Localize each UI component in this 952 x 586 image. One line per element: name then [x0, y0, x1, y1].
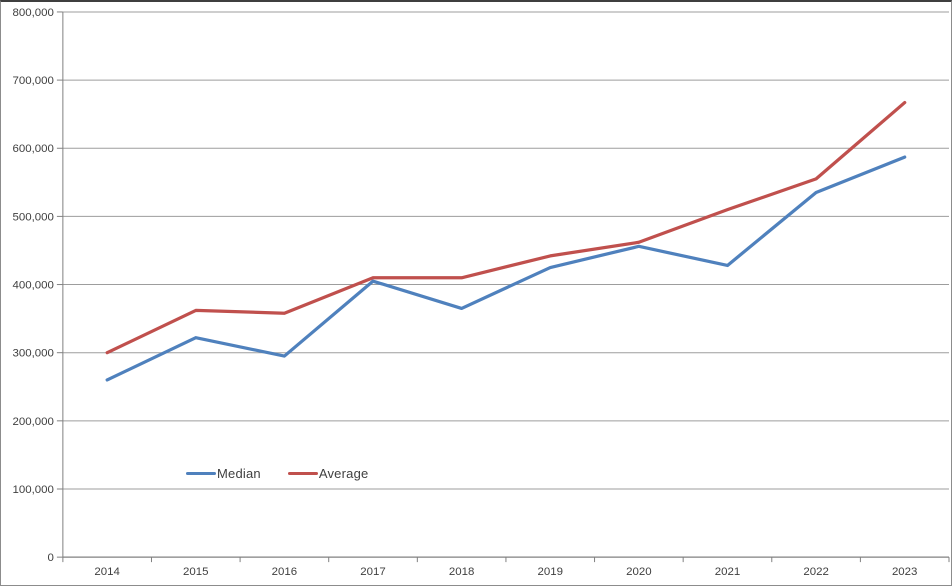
y-axis-label: 300,000 — [12, 348, 53, 360]
y-axis-label: 100,000 — [12, 484, 53, 496]
x-axis-label: 2017 — [360, 566, 385, 578]
legend-item-median: Median — [186, 466, 261, 481]
y-axis-label: 0 — [48, 552, 54, 564]
x-axis-label: 2018 — [449, 566, 474, 578]
x-axis-label: 2019 — [537, 566, 562, 578]
legend-label-median: Median — [217, 466, 261, 481]
y-axis-label: 700,000 — [12, 75, 53, 87]
x-axis-label: 2020 — [626, 566, 651, 578]
x-axis-label: 2015 — [183, 566, 208, 578]
y-axis-label: 800,000 — [12, 7, 53, 19]
y-axis-label: 200,000 — [12, 416, 53, 428]
series-line-average — [105, 100, 907, 355]
chart-legend: Median Average — [186, 466, 368, 481]
median-line-swatch — [186, 471, 216, 476]
legend-label-average: Average — [318, 466, 369, 481]
series-line-median — [105, 155, 907, 382]
x-axis-label: 2023 — [892, 566, 917, 578]
y-axis-label: 400,000 — [12, 280, 53, 292]
x-axis-label: 2022 — [803, 566, 828, 578]
x-axis-label: 2014 — [94, 566, 120, 578]
y-axis-label: 600,000 — [12, 143, 53, 155]
x-axis-label: 2021 — [715, 566, 740, 578]
y-axis-label: 500,000 — [12, 211, 53, 223]
average-line-swatch — [287, 471, 318, 476]
x-axis-label: 2016 — [272, 566, 297, 578]
legend-item-average: Average — [287, 466, 369, 481]
